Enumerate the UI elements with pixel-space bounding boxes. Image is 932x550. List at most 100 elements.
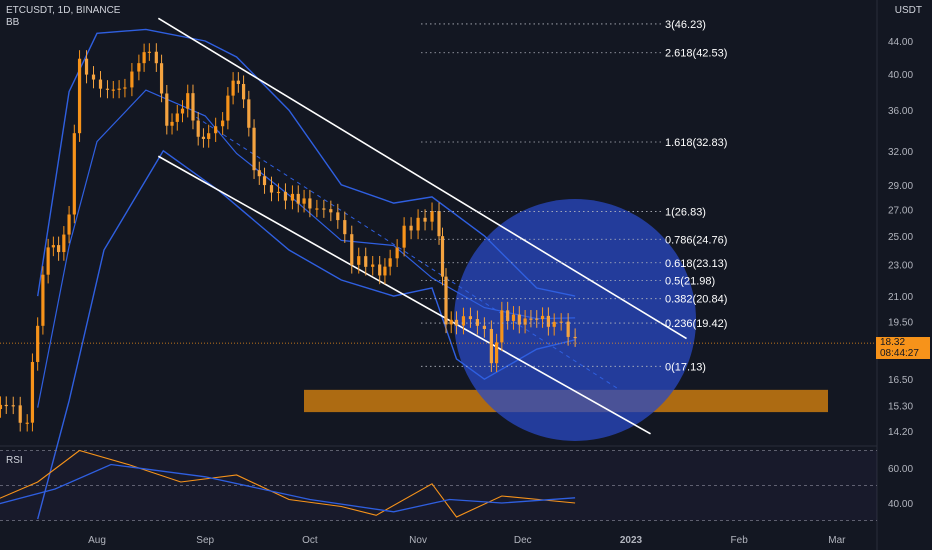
candle-body xyxy=(489,328,493,364)
candle-body xyxy=(91,74,96,80)
countdown-timer: 08:44:27 xyxy=(880,348,919,359)
price-tick-4: 29.00 xyxy=(888,181,913,192)
fib-levels: 3(46.23) 2.618(42.53) 1.618(32.83) 1(26.83)… xyxy=(0,19,877,373)
candle-body xyxy=(269,185,274,193)
candle-body xyxy=(57,245,61,253)
candle-body xyxy=(566,321,570,337)
fib-label-9: 0(17.13) xyxy=(665,361,706,373)
candle-body xyxy=(165,93,169,126)
candle-body xyxy=(535,318,539,320)
candle-body xyxy=(454,319,459,326)
candle-body xyxy=(495,342,499,364)
candle-body xyxy=(36,325,40,362)
bollinger-upper xyxy=(37,28,576,297)
candle-body xyxy=(111,89,115,91)
candle-body xyxy=(573,336,577,339)
candle-body xyxy=(30,361,35,423)
time-tick-6: Feb xyxy=(731,535,749,546)
candle-body xyxy=(77,58,82,134)
price-tick-2: 36.00 xyxy=(888,106,913,117)
fib-label-7: 0.382(20.84) xyxy=(665,294,727,306)
candle-body xyxy=(180,108,185,114)
time-tick-5: 2023 xyxy=(620,535,643,546)
candle-body xyxy=(62,234,66,253)
candle-body xyxy=(315,208,319,210)
candle-body xyxy=(257,170,261,177)
candle-body xyxy=(252,127,256,171)
candle-body xyxy=(231,80,235,96)
currency-unit: USDT xyxy=(894,5,922,16)
time-tick-3: Nov xyxy=(409,535,427,546)
candle-body xyxy=(357,256,361,265)
candle-body xyxy=(395,247,399,259)
last-price-tag: 18.32 08:44:27 xyxy=(876,337,930,359)
candle-body xyxy=(350,234,354,265)
candle-body xyxy=(517,314,521,325)
price-tick-13: 14.20 xyxy=(888,427,913,438)
candle-body xyxy=(475,319,480,326)
candle-body xyxy=(546,315,550,327)
candle-body xyxy=(302,198,306,204)
candle-body xyxy=(540,315,545,320)
candle-body xyxy=(98,79,103,89)
candle-body xyxy=(378,264,382,276)
candle-body xyxy=(262,176,267,186)
candle-body xyxy=(201,136,206,139)
candle-body xyxy=(142,52,146,64)
candle-body xyxy=(343,220,347,235)
channel-lower-line xyxy=(157,155,651,435)
candle-body xyxy=(191,93,195,121)
candle-body xyxy=(117,88,121,90)
time-tick-4: Dec xyxy=(514,535,532,546)
candle-body xyxy=(500,310,504,343)
channel-midline xyxy=(196,116,621,391)
candle-body xyxy=(329,209,333,213)
candle-body xyxy=(123,87,127,89)
candle-body xyxy=(482,325,486,329)
price-tick-5: 27.00 xyxy=(888,205,913,216)
candle-body xyxy=(18,405,22,423)
candle-body xyxy=(296,193,300,204)
candle-body xyxy=(221,120,225,127)
candle-body xyxy=(322,208,326,210)
rsi-band-fill xyxy=(0,450,877,521)
price-tick-12: 15.30 xyxy=(888,401,913,412)
candle-body xyxy=(529,318,533,320)
fib-label-8: 0.236(19.42) xyxy=(665,318,727,330)
fib-label-5: 0.618(23.13) xyxy=(665,258,727,270)
symbol-label: ETCUSDT, 1D, BINANCE xyxy=(6,5,121,16)
candle-body xyxy=(461,316,466,326)
candle-body xyxy=(236,80,240,84)
price-tick-6: 25.00 xyxy=(888,232,913,243)
axes: 44.00 40.00 36.00 32.00 29.00 27.00 25.00 23.00… xyxy=(88,37,913,546)
bollinger-lower xyxy=(37,149,576,520)
chart-header: ETCUSDT, 1D, BINANCE BB xyxy=(6,5,120,29)
price-tick-11: 16.50 xyxy=(888,375,913,386)
candle-body xyxy=(409,225,413,231)
candle-body xyxy=(137,63,141,72)
candle-body xyxy=(430,211,434,222)
candle-body xyxy=(247,99,251,128)
candle-body xyxy=(402,225,406,248)
price-tick-0: 44.00 xyxy=(888,37,913,48)
price-tick-7: 23.00 xyxy=(888,261,913,272)
time-tick-0: Aug xyxy=(88,535,106,546)
candle-body xyxy=(336,212,340,221)
candle-body xyxy=(11,405,15,407)
candle-body xyxy=(559,321,563,323)
rsi-tick-0: 60.00 xyxy=(888,464,913,475)
candle-body xyxy=(105,88,110,90)
zones xyxy=(304,199,828,441)
candle-body xyxy=(364,256,368,267)
candle-body xyxy=(308,198,312,209)
candle-body xyxy=(440,236,445,277)
rsi-tick-1: 40.00 xyxy=(888,499,913,510)
candle-body xyxy=(290,193,295,201)
candle-body xyxy=(154,51,158,64)
candle-body xyxy=(388,258,392,267)
candle-body xyxy=(241,83,246,100)
price-tick-8: 21.00 xyxy=(888,292,913,303)
candle-body xyxy=(72,133,76,215)
candle-body xyxy=(186,93,190,109)
